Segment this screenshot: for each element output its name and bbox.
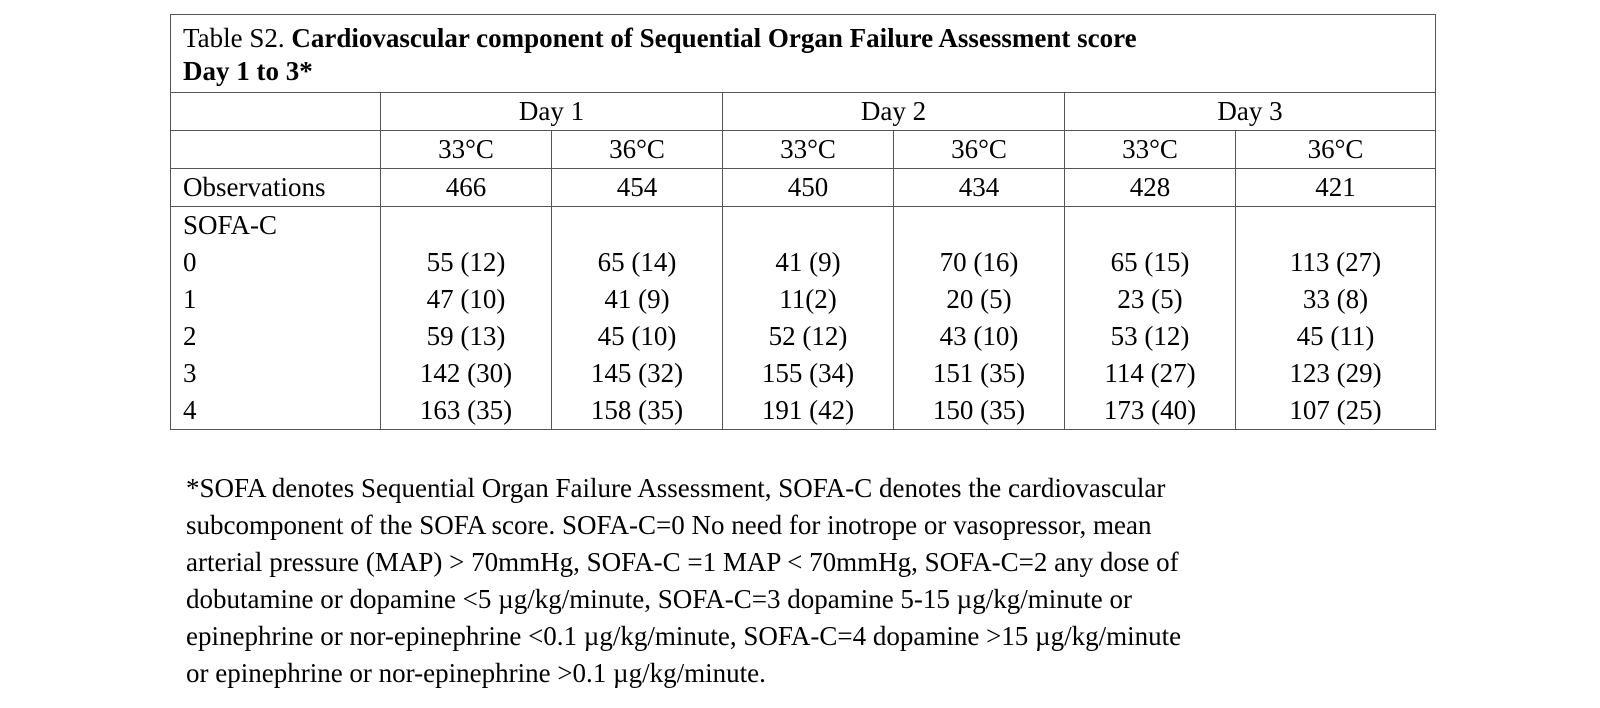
observations-cell: 450 [722,167,894,207]
empty-header-cell [170,129,381,169]
sofa-table-container: Table S2. Cardiovascular component of Se… [169,14,1437,430]
value-cell: 113 (27) [1289,246,1382,277]
value-cell: 55 (12) [426,246,506,277]
footnote-line: dobutamine or dopamine <5 µg/kg/minute, … [186,584,1132,614]
value-cell: 59 (13) [426,320,506,351]
observations-cell: 466 [380,167,552,207]
score-label: 2 [183,320,197,351]
value-cell: 20 (5) [946,283,1012,314]
score-label: 4 [183,394,197,425]
day-header-1: Day 1 [380,91,723,131]
temp-header: 33°C [380,129,552,169]
value-cell: 47 (10) [426,283,506,314]
table-caption: Table S2. Cardiovascular component of Se… [169,14,1437,93]
value-cell: 151 (35) [932,357,1026,388]
day-header-row: Day 1 Day 2 Day 3 [170,91,1437,131]
footnote-line: epinephrine or nor-epinephrine <0.1 µg/k… [186,621,1182,651]
value-cell: 155 (34) [761,357,855,388]
value-cell: 41 (9) [604,283,670,314]
value-cell: 145 (32) [590,357,684,388]
day-header-2: Day 2 [722,91,1065,131]
value-cell: 11(2) [779,283,837,314]
value-cell: 45 (10) [597,320,677,351]
value-column-day2-36c: 70 (16) 20 (5) 43 (10) 151 (35) 150 (35) [893,205,1065,430]
value-cell: 123 (29) [1289,357,1382,388]
value-cell: 70 (16) [939,246,1019,277]
observations-row: Observations 466 454 450 434 428 421 [170,167,1437,207]
value-cell: 150 (35) [932,394,1026,425]
value-cell: 114 (27) [1104,357,1196,388]
score-label: 3 [183,357,197,388]
sofa-c-label-cell: SOFA-C 0 1 2 3 4 [170,205,381,430]
caption-title: Cardiovascular component of Sequential O… [291,23,1137,53]
value-cell: 173 (40) [1103,394,1197,425]
temp-header: 33°C [722,129,894,169]
empty-header-cell [170,91,381,131]
day-header-3: Day 3 [1063,91,1437,131]
temp-header: 36°C [893,129,1065,169]
observations-label: Observations [170,167,381,207]
observations-cell: 421 [1234,167,1437,207]
value-cell: 107 (25) [1289,394,1382,425]
footnote-line: or epinephrine or nor-epinephrine >0.1 µ… [186,658,766,688]
value-cell: 45 (11) [1296,320,1375,351]
temp-header: 36°C [551,129,723,169]
value-cell: 43 (10) [939,320,1019,351]
temp-header: 33°C [1064,129,1236,169]
value-cell: 33 (8) [1302,283,1369,314]
sofa-c-body-row: SOFA-C 0 1 2 3 4 55 (12) 47 (10) 59 (13)… [170,205,1437,430]
observations-cell: 428 [1064,167,1236,207]
value-column-day1-36c: 65 (14) 41 (9) 45 (10) 145 (32) 158 (35) [551,205,723,430]
footnote-line: *SOFA denotes Sequential Organ Failure A… [186,473,1166,503]
value-column-day3-36c: 113 (27) 33 (8) 45 (11) 123 (29) 107 (25… [1234,205,1437,430]
value-cell: 52 (12) [768,320,848,351]
caption-prefix: Table S2. [183,23,285,53]
value-cell: 142 (30) [419,357,513,388]
value-cell: 41 (9) [775,246,841,277]
value-cell: 23 (5) [1117,283,1183,314]
value-cell: 65 (14) [597,246,677,277]
value-cell: 65 (15) [1110,246,1190,277]
section-label: SOFA-C [183,209,278,240]
score-label: 0 [183,246,197,277]
value-column-day3-33c: 65 (15) 23 (5) 53 (12) 114 (27) 173 (40) [1064,205,1236,430]
observations-cell: 434 [893,167,1065,207]
value-cell: 191 (42) [761,394,855,425]
value-cell: 158 (35) [590,394,684,425]
value-column-day1-33c: 55 (12) 47 (10) 59 (13) 142 (30) 163 (35… [380,205,552,430]
table-footnote: *SOFA denotes Sequential Organ Failure A… [186,470,1406,692]
score-label: 1 [183,283,197,314]
sofa-table: Table S2. Cardiovascular component of Se… [169,14,1437,430]
temp-header-row: 33°C 36°C 33°C 36°C 33°C 36°C [170,129,1437,169]
value-column-day2-33c: 41 (9) 11(2) 52 (12) 155 (34) 191 (42) [722,205,894,430]
caption-subtitle: Day 1 to 3* [183,55,313,86]
temp-header: 36°C [1234,129,1437,169]
value-cell: 163 (35) [419,394,513,425]
value-cell: 53 (12) [1110,320,1190,351]
observations-cell: 454 [551,167,723,207]
footnote-line: arterial pressure (MAP) > 70mmHg, SOFA-C… [186,547,1179,577]
footnote-line: subcomponent of the SOFA score. SOFA-C=0… [186,510,1152,540]
